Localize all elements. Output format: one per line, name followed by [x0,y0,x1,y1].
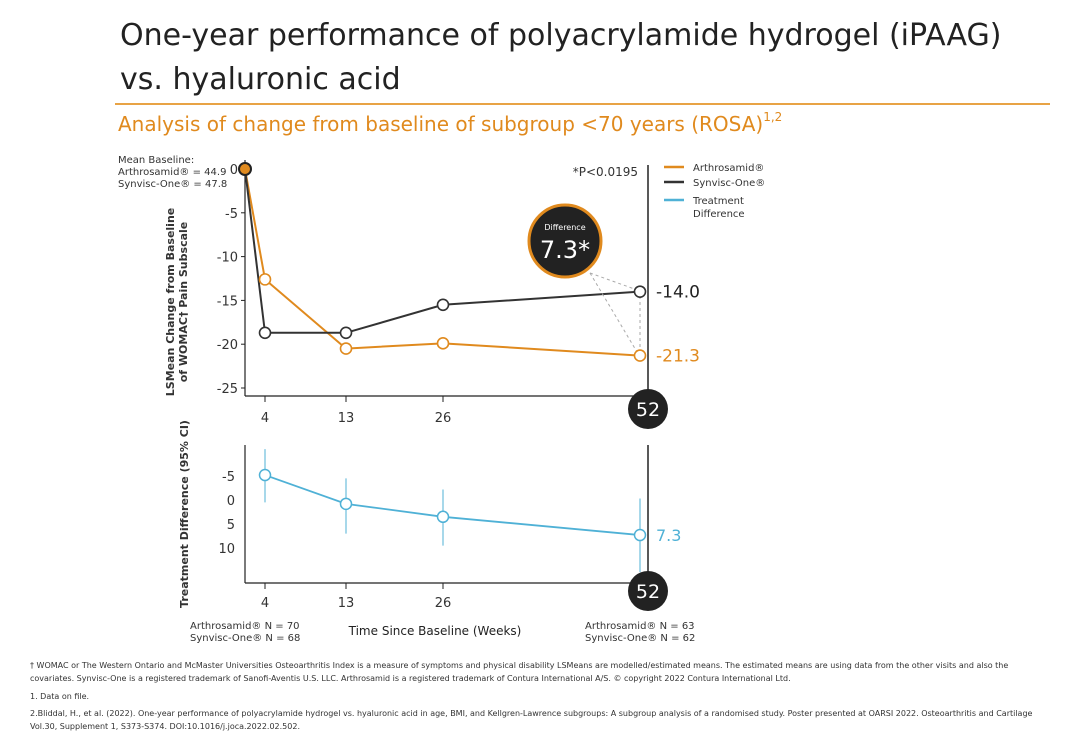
top-y-tick-label: -25 [217,382,238,397]
bottom-y-tick-label: 0 [227,494,235,509]
top-y-tick-label: -5 [225,207,238,222]
data-point-arthrosamid [633,349,647,362]
x-axis-label: Time Since Baseline (Weeks) [348,624,522,638]
top-x-tick-label: 26 [435,411,452,426]
series-line-treatment-difference [264,474,641,536]
page-title: One-year performance of polyacrylamide h… [120,14,1001,102]
footnote-ref-2: 2.Bliddal, H., et al. (2022). One-year p… [30,709,1033,731]
bottom-y-axis-label: Treatment Difference (95% CI) [178,420,191,608]
week52-badge-top [628,389,668,429]
data-point-treatment-difference [633,528,647,542]
data-point-arthrosamid [258,273,272,286]
bottom-x-tick-label: 4 [261,596,269,611]
n-end-arthrosamid: Arthrosamid® N = 63 [585,621,695,632]
legend-arthrosamid: Arthrosamid® [693,163,764,174]
data-point-synvisc [258,326,272,340]
week52-badge-bottom-label: 52 [636,581,660,603]
bottom-x-tick-label: 26 [435,596,452,611]
n-start-synvisc: Synvisc-One® N = 68 [190,633,300,644]
legend-treatment-difference: Treatment Difference [692,196,745,220]
subtitle-text: Analysis of change from baseline of subg… [118,112,764,136]
top-y-tick-label: -15 [217,294,238,309]
data-point-treatment-difference [339,497,353,511]
week52-badge-bottom [628,571,668,611]
baseline-synvisc: Synvisc-One® = 47.8 [118,179,227,190]
difference-bubble [527,203,603,279]
footnote-womac: † WOMAC or The Western Ontario and McMas… [30,661,1009,683]
end-label-arthrosamid: -21.3 [656,347,700,367]
data-point-synvisc [339,326,353,340]
n-start-arthrosamid: Arthrosamid® N = 70 [190,621,300,632]
top-x-tick-label: 4 [261,411,269,426]
origin-point [238,162,252,176]
legend-line-2: Difference [693,209,745,220]
top-y-tick-label: -20 [217,338,238,353]
difference-bubble-label: Difference [544,223,585,232]
baseline-title: Mean Baseline: [118,155,194,166]
data-point-treatment-difference [258,468,272,482]
end-label-synvisc: -14.0 [656,283,700,303]
footnote-ref-1: 1. Data on file. [30,692,90,701]
difference-leader-1 [589,272,641,292]
week52-badge-top-label: 52 [636,399,660,421]
top-y-axis-label-1: LSMean Change from Baseline [164,208,177,396]
baseline-arthrosamid: Arthrosamid® = 44.9 [118,167,226,178]
end-label-treatment-difference: 7.3 [656,526,681,545]
subtitle: Analysis of change from baseline of subg… [118,110,783,136]
bottom-y-tick-label: 5 [227,518,235,533]
bottom-y-tick-label: -5 [222,470,235,485]
legend-line-1: Treatment [692,196,744,207]
difference-bubble-value: 7.3* [540,236,590,264]
bottom-x-tick-label: 13 [338,596,355,611]
top-y-axis-label-2: of WOMAC† Pain Subscale [177,222,190,383]
data-point-arthrosamid [436,337,450,350]
title-line-1: One-year performance of polyacrylamide h… [120,18,1002,53]
difference-leader-2 [589,272,641,358]
data-point-synvisc [436,298,450,312]
subtitle-superscript: 1,2 [763,110,783,124]
top-y-tick-label: -10 [217,251,238,266]
data-point-arthrosamid [339,342,353,355]
p-value-label: *P<0.0195 [573,165,638,179]
n-end-synvisc: Synvisc-One® N = 62 [585,633,695,644]
legend-synvisc: Synvisc-One® [693,178,765,189]
title-divider [115,103,1050,105]
data-point-synvisc [633,285,647,298]
top-x-tick-label: 13 [338,411,355,426]
title-line-2: vs. hyaluronic acid [120,62,401,97]
data-point-treatment-difference [436,510,450,524]
top-y-tick-label: 0 [230,163,238,178]
bottom-y-tick-label: 10 [218,542,235,557]
